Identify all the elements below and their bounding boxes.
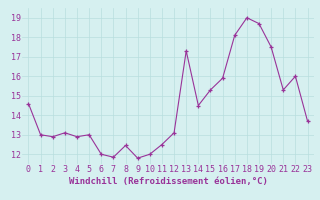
X-axis label: Windchill (Refroidissement éolien,°C): Windchill (Refroidissement éolien,°C) [68,177,268,186]
